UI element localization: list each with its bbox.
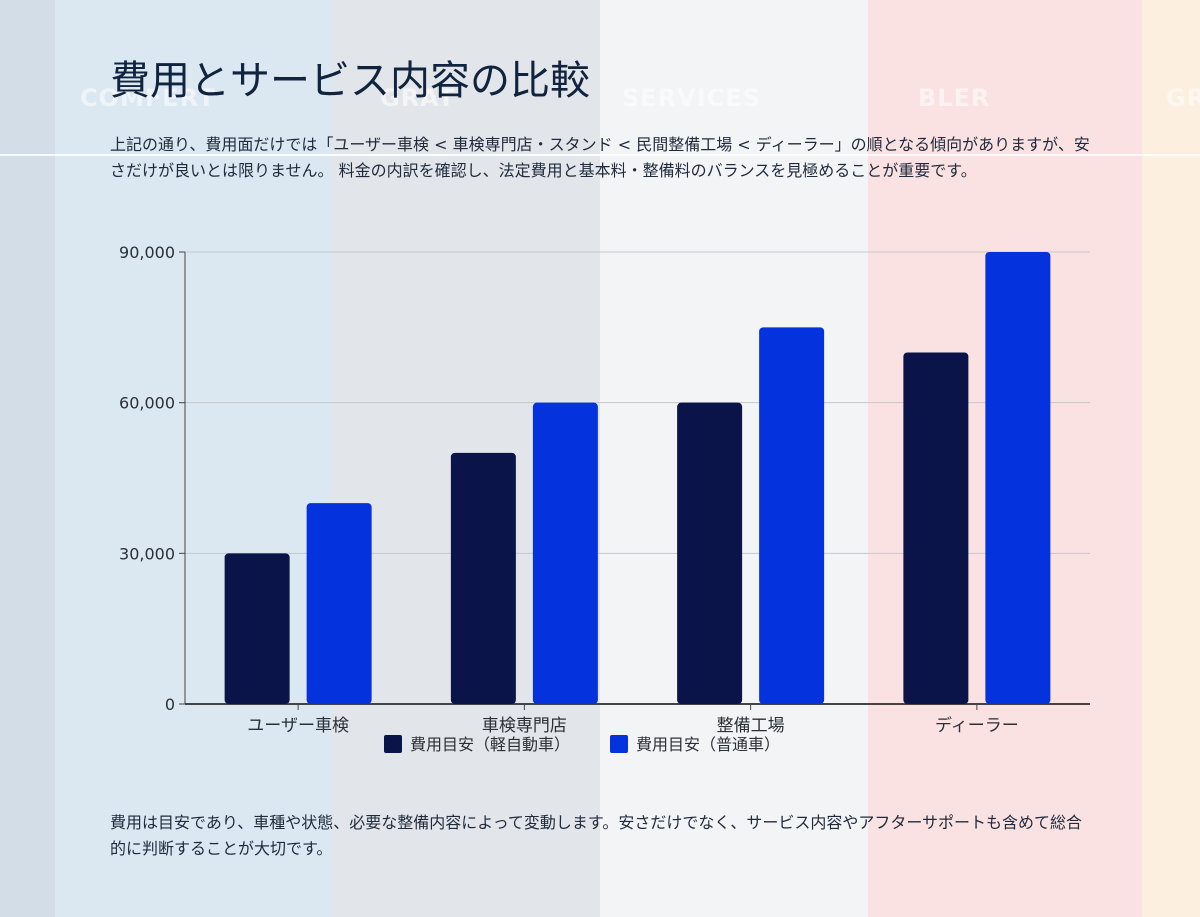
bg-stripe xyxy=(1142,0,1200,917)
bg-stripe xyxy=(0,0,55,917)
legend-label: 費用目安（軽自動車） xyxy=(410,735,570,754)
bg-horizontal-line xyxy=(0,154,1200,156)
bar xyxy=(224,553,290,704)
bar xyxy=(532,402,598,704)
bg-ghost-header: GRAT xyxy=(380,84,456,112)
bg-ghost-header: BLER xyxy=(918,84,991,112)
x-tick-label: 整備工場 xyxy=(717,716,785,736)
legend-label: 費用目安（普通車） xyxy=(636,735,780,754)
bar xyxy=(450,452,516,704)
y-tick-label: 90,000 xyxy=(119,243,175,262)
x-tick-label: ディーラー xyxy=(935,715,1019,736)
bg-ghost-header: GR xyxy=(1166,84,1200,112)
x-tick-label: 車検専門店 xyxy=(482,716,567,736)
legend-swatch xyxy=(384,735,402,753)
page-title: 費用とサービス内容の比較 xyxy=(110,58,590,104)
bar xyxy=(903,352,969,704)
bar xyxy=(306,503,372,704)
intro-paragraph: 上記の通り、費用面だけでは「ユーザー車検 < 車検専門店・スタンド < 民間整備… xyxy=(110,135,1090,180)
y-tick-label: 30,000 xyxy=(119,544,175,563)
bg-ghost-header: COMFERT xyxy=(80,84,216,112)
bg-ghost-header: SERVICES xyxy=(622,84,761,112)
bar xyxy=(677,402,743,704)
bg-stripe xyxy=(55,0,332,917)
legend-swatch xyxy=(610,735,628,753)
bar xyxy=(985,252,1051,704)
y-tick-label: 0 xyxy=(165,695,175,714)
y-tick-label: 60,000 xyxy=(119,394,175,413)
x-tick-label: ユーザー車検 xyxy=(247,716,349,736)
bar xyxy=(759,327,825,704)
footnote-paragraph: 費用は目安であり、車種や状態、必要な整備内容によって変動します。安さだけでなく、… xyxy=(110,813,1083,858)
